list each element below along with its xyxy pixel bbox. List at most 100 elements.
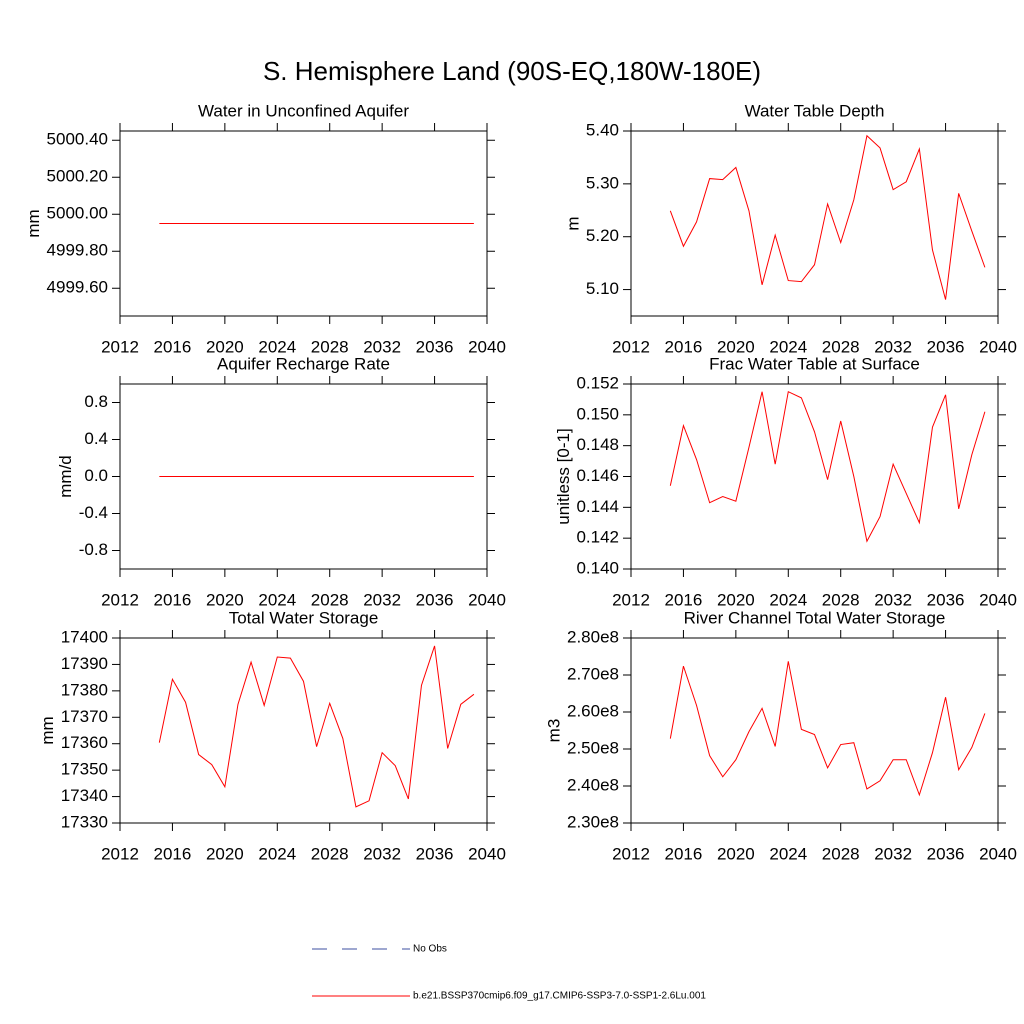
- legend: No Obs b.e21.BSSP370cmip6.f09_g17.CMIP6-S…: [312, 944, 706, 1002]
- plot-frame: [630, 130, 999, 317]
- x-tick-label: 2028: [822, 844, 860, 863]
- x-tick-label: 2040: [468, 844, 506, 863]
- x-tick-label: 2016: [154, 337, 192, 356]
- x-tick-label: 2020: [206, 590, 244, 609]
- y-tick-label: 2.70e8: [567, 664, 619, 683]
- data-line: [669, 661, 986, 797]
- panel: Aquifer Recharge Rate -0.8 -0.4 0.0 0.4 0.8 20…: [56, 354, 506, 609]
- y-tick-label: 0.152: [576, 373, 619, 392]
- y-tick-label: 0.140: [576, 558, 619, 577]
- x-tick-label: 2012: [612, 844, 650, 863]
- x-tick-label: 2036: [416, 844, 454, 863]
- y-tick-label: 4999.80: [47, 241, 108, 260]
- data-line: [669, 390, 986, 543]
- legend-label: b.e21.BSSP370cmip6.f09_g17.CMIP6-SSP3-7.…: [413, 991, 706, 1002]
- x-tick-label: 2036: [927, 590, 965, 609]
- plot-frame: [630, 637, 999, 824]
- plot-frame: [119, 130, 488, 317]
- x-tick-label: 2040: [468, 590, 506, 609]
- x-tick-label: 2012: [612, 337, 650, 356]
- panel: River Channel Total Water Storage 2.30e8 2…: [544, 608, 1016, 863]
- y-tick-label: 17400: [61, 627, 108, 646]
- panel-title: Aquifer Recharge Rate: [217, 354, 390, 373]
- y-tick-label: 5000.00: [47, 204, 108, 223]
- y-tick-label: 0.146: [576, 466, 619, 485]
- x-tick-label: 2012: [101, 844, 139, 863]
- y-tick-label: -0.4: [79, 503, 108, 522]
- x-tick-label: 2020: [717, 844, 755, 863]
- x-tick-label: 2040: [979, 337, 1017, 356]
- y-tick-label: 2.80e8: [567, 627, 619, 646]
- panel: Frac Water Table at Surface 0.140 0.142 0.1…: [554, 354, 1017, 609]
- y-tick-label: 5.20: [586, 226, 619, 245]
- x-tick-label: 2028: [822, 337, 860, 356]
- y-tick-label: 0.144: [576, 497, 619, 516]
- y-tick-label: 4999.60: [47, 278, 108, 297]
- y-axis-label: mm: [24, 209, 43, 237]
- y-tick-label: 5.10: [586, 279, 619, 298]
- x-tick-label: 2028: [822, 590, 860, 609]
- y-tick-label: 5.40: [586, 120, 619, 139]
- y-tick-label: -0.8: [79, 540, 108, 559]
- y-axis-label: mm/d: [56, 455, 75, 498]
- y-tick-label: 17350: [61, 760, 108, 779]
- x-tick-label: 2040: [979, 844, 1017, 863]
- figure-title: S. Hemisphere Land (90S-EQ,180W-180E): [263, 56, 761, 86]
- legend-label: No Obs: [413, 944, 447, 955]
- y-tick-label: 17360: [61, 733, 108, 752]
- y-axis-label: mm: [38, 716, 57, 744]
- x-tick-label: 2012: [101, 590, 139, 609]
- y-tick-label: 5000.40: [47, 130, 108, 149]
- y-tick-label: 2.40e8: [567, 775, 619, 794]
- y-tick-label: 5000.20: [47, 167, 108, 186]
- data-line: [158, 645, 475, 808]
- x-tick-label: 2016: [665, 337, 703, 356]
- x-tick-label: 2024: [769, 590, 807, 609]
- y-tick-label: 2.30e8: [567, 812, 619, 831]
- panel-title: River Channel Total Water Storage: [684, 608, 946, 627]
- y-tick-label: 0.8: [84, 392, 108, 411]
- x-tick-label: 2016: [665, 590, 703, 609]
- y-tick-label: 0.0: [84, 466, 108, 485]
- x-tick-label: 2040: [979, 590, 1017, 609]
- x-tick-label: 2020: [717, 337, 755, 356]
- x-tick-label: 2012: [612, 590, 650, 609]
- x-tick-label: 2016: [154, 590, 192, 609]
- plot-frame: [630, 383, 999, 570]
- x-tick-label: 2032: [363, 337, 401, 356]
- x-tick-label: 2028: [311, 590, 349, 609]
- x-tick-label: 2032: [363, 590, 401, 609]
- panel-title: Water Table Depth: [745, 101, 885, 120]
- x-tick-label: 2040: [468, 337, 506, 356]
- y-tick-label: 17330: [61, 812, 108, 831]
- x-tick-label: 2024: [769, 337, 807, 356]
- x-tick-label: 2032: [874, 590, 912, 609]
- y-tick-label: 0.148: [576, 435, 619, 454]
- x-tick-label: 2016: [665, 844, 703, 863]
- panel: Total Water Storage 17330 17340 17350 17360 1…: [38, 608, 506, 863]
- x-tick-label: 2012: [101, 337, 139, 356]
- x-tick-label: 2028: [311, 844, 349, 863]
- y-tick-label: 5.30: [586, 173, 619, 192]
- x-tick-label: 2020: [206, 337, 244, 356]
- x-tick-label: 2028: [311, 337, 349, 356]
- x-tick-label: 2020: [206, 844, 244, 863]
- y-tick-label: 17390: [61, 654, 108, 673]
- panel-title: Total Water Storage: [229, 608, 379, 627]
- panel-title: Water in Unconfined Aquifer: [198, 101, 409, 120]
- panel-title: Frac Water Table at Surface: [709, 354, 920, 373]
- y-axis-label: m: [563, 216, 582, 230]
- y-tick-label: 17380: [61, 680, 108, 699]
- y-tick-label: 0.4: [84, 429, 108, 448]
- y-tick-label: 2.50e8: [567, 738, 619, 757]
- panel: Water Table Depth 5.10 5.20 5.30 5.40 2012 201…: [563, 101, 1017, 356]
- x-tick-label: 2024: [769, 844, 807, 863]
- x-tick-label: 2032: [874, 337, 912, 356]
- y-tick-label: 2.60e8: [567, 701, 619, 720]
- panel: Water in Unconfined Aquifer 4999.60 4999.8…: [24, 101, 506, 356]
- x-tick-label: 2016: [154, 844, 192, 863]
- y-tick-label: 0.150: [576, 404, 619, 423]
- plot-frame: [119, 637, 488, 824]
- x-tick-label: 2036: [416, 337, 454, 356]
